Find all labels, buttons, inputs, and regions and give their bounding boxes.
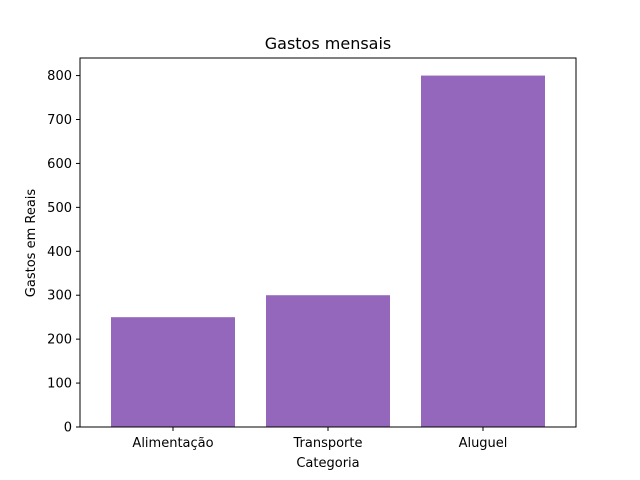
chart-title: Gastos mensais — [265, 34, 392, 53]
x-tick-label-0: Alimentação — [132, 436, 213, 451]
y-axis-label: Gastos em Reais — [24, 189, 39, 298]
x-axis-label: Categoria — [296, 456, 359, 471]
y-axis: 0 100 200 300 400 500 600 700 800 — [47, 69, 80, 436]
y-tick-label-4: 400 — [47, 245, 72, 260]
plot-frame — [79, 57, 577, 428]
y-tick-label-2: 200 — [47, 333, 72, 348]
bar-2 — [421, 75, 545, 428]
y-tick-label-5: 500 — [47, 201, 72, 216]
bar-0 — [111, 317, 235, 427]
y-tick-label-3: 300 — [47, 289, 72, 304]
y-tick-label-8: 800 — [47, 69, 72, 84]
bars-group — [111, 75, 545, 428]
x-tick-label-1: Transporte — [293, 436, 363, 451]
y-tick-label-0: 0 — [64, 421, 72, 436]
x-tick-label-2: Aluguel — [459, 436, 508, 451]
bar-1 — [266, 295, 390, 427]
y-tick-label-7: 700 — [47, 113, 72, 128]
y-tick-label-1: 100 — [47, 377, 72, 392]
y-tick-label-6: 600 — [47, 157, 72, 172]
x-axis: Alimentação Transporte Aluguel — [132, 427, 507, 451]
